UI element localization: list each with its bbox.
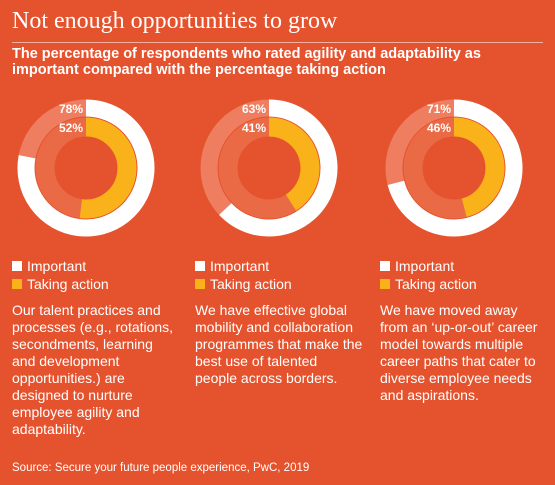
legend-label-taking-action: Taking action (27, 276, 109, 292)
legend-swatch-important (195, 261, 205, 271)
important-value-label: 78% (59, 102, 83, 116)
donut-panel-mobility: 63% 41% Important Taking action We have e… (195, 88, 365, 448)
chart-subtitle: The percentage of respondents who rated … (12, 46, 481, 78)
legend-important: Important (195, 258, 269, 274)
taking-action-arc (268, 117, 320, 211)
important-value-label: 71% (427, 102, 451, 116)
donut-chart: 63%41% (200, 99, 338, 237)
donut-chart: 71%46% (385, 99, 523, 237)
panel-description: We have effective global mobility and co… (195, 302, 363, 386)
chart-title: Not enough opportunities to grow (12, 8, 338, 34)
taking-action-value-label: 41% (242, 121, 266, 135)
important-arc (387, 99, 523, 237)
legend-swatch-taking-action (12, 279, 22, 289)
legend-swatch-important (12, 261, 22, 271)
title-divider (12, 42, 543, 43)
taking-action-arc (453, 117, 505, 217)
taking-action-value-label: 52% (59, 121, 83, 135)
legend-label-taking-action: Taking action (395, 276, 477, 292)
taking-action-value-label: 46% (427, 121, 451, 135)
legend-label-important: Important (395, 258, 455, 274)
donut-chart: 78%52% (17, 99, 155, 237)
important-arc (17, 99, 155, 237)
legend-important: Important (12, 258, 86, 274)
legend-swatch-important (380, 261, 390, 271)
donut-panel-career: 71% 46% Important Taking action We have m… (380, 88, 550, 448)
panel-description: We have moved away from an ‘up-or-out’ c… (380, 302, 538, 403)
legend-taking-action: Taking action (380, 276, 477, 292)
panel-description: Our talent practices and processes (e.g.… (12, 302, 174, 437)
legend-swatch-taking-action (195, 279, 205, 289)
donut-panel-agility: 78% 52% Important Taking action Our talen… (12, 88, 182, 448)
legend-label-important: Important (210, 258, 270, 274)
important-arc (219, 99, 338, 237)
legend-label-taking-action: Taking action (210, 276, 292, 292)
legend-taking-action: Taking action (12, 276, 109, 292)
taking-action-arc (79, 117, 137, 219)
legend-important: Important (380, 258, 454, 274)
legend-swatch-taking-action (380, 279, 390, 289)
legend-label-important: Important (27, 258, 87, 274)
legend-taking-action: Taking action (195, 276, 292, 292)
important-value-label: 63% (242, 102, 266, 116)
source-note: Source: Secure your future people experi… (12, 462, 310, 474)
